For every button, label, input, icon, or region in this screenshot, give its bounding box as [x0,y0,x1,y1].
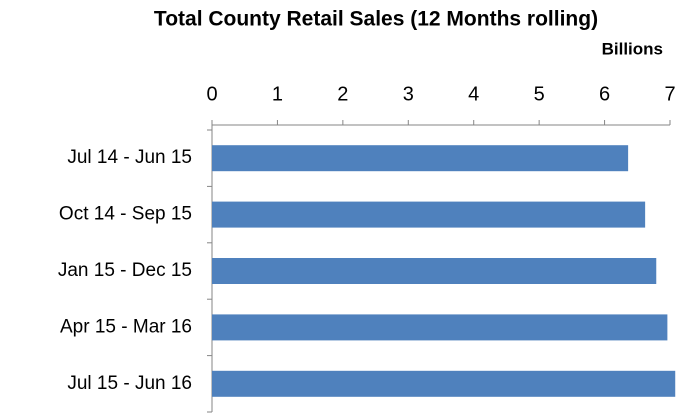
bar [212,258,657,284]
x-tick-label: 2 [337,83,348,105]
y-tick-label: Oct 14 - Sep 15 [59,204,192,225]
axis-unit: Billions [602,39,663,58]
bar [212,201,646,228]
y-tick-label: Apr 15 - Mar 16 [60,316,192,337]
y-tick-label: Jul 14 - Jun 15 [67,147,192,168]
x-tick-label: 4 [468,83,479,105]
bar [212,370,676,397]
x-tick-label: 5 [534,83,545,105]
bar [212,145,629,172]
chart-title: Total County Retail Sales (12 Months rol… [154,8,598,31]
x-tick-label: 6 [599,83,610,105]
bar [212,314,668,341]
x-tick-label: 3 [403,83,414,105]
x-tick-label: 7 [664,83,675,105]
y-tick-label: Jul 15 - Jun 16 [67,373,192,394]
y-tick-label: Jan 15 - Dec 15 [58,260,192,281]
x-tick-label: 0 [206,83,217,105]
x-tick-label: 1 [272,83,283,105]
